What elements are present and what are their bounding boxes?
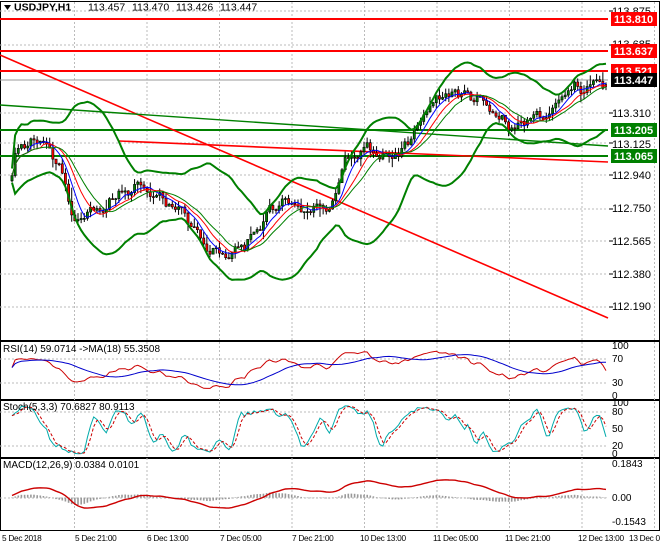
svg-text:113.310: 113.310 <box>612 108 651 120</box>
svg-text:113.637: 113.637 <box>614 46 653 58</box>
svg-text:0.00: 0.00 <box>612 493 632 504</box>
svg-text:112.750: 112.750 <box>612 203 651 215</box>
svg-text:112.190: 112.190 <box>612 301 651 313</box>
svg-text:112.940: 112.940 <box>612 170 651 182</box>
svg-text:5 Dec 2018: 5 Dec 2018 <box>2 533 42 543</box>
svg-text:5 Dec 21:00: 5 Dec 21:00 <box>75 533 117 543</box>
svg-text:10 Dec 13:00: 10 Dec 13:00 <box>360 533 406 543</box>
svg-text:113.470: 113.470 <box>132 2 169 14</box>
svg-text:113.426: 113.426 <box>176 2 213 14</box>
svg-text:-0.1543: -0.1543 <box>612 517 646 528</box>
svg-text:USDJPY,H1: USDJPY,H1 <box>14 2 71 14</box>
svg-text:113.447: 113.447 <box>614 75 653 87</box>
svg-text:112.380: 112.380 <box>612 269 651 281</box>
svg-text:113.457: 113.457 <box>88 2 125 14</box>
svg-text:11 Dec 21:00: 11 Dec 21:00 <box>505 533 551 543</box>
svg-text:12 Dec 13:00: 12 Dec 13:00 <box>578 533 624 543</box>
svg-text:RSI(14) 59.0714 ->MA(18) 55.3: RSI(14) 59.0714 ->MA(18) 55.3508 <box>3 344 160 355</box>
svg-text:70: 70 <box>612 354 624 365</box>
svg-text:112.565: 112.565 <box>612 236 651 248</box>
svg-text:0.1843: 0.1843 <box>612 459 643 470</box>
svg-text:6 Dec 13:00: 6 Dec 13:00 <box>147 533 189 543</box>
svg-text:50: 50 <box>612 424 624 435</box>
svg-text:MACD(12,26,9) 0.0384 0.0101: MACD(12,26,9) 0.0384 0.0101 <box>3 460 140 471</box>
svg-text:7 Dec 21:00: 7 Dec 21:00 <box>292 533 334 543</box>
svg-text:100: 100 <box>612 341 629 352</box>
svg-text:7 Dec 05:00: 7 Dec 05:00 <box>220 533 262 543</box>
svg-text:113.205: 113.205 <box>614 125 653 137</box>
svg-text:11 Dec 05:00: 11 Dec 05:00 <box>433 533 479 543</box>
svg-text:30: 30 <box>612 378 624 389</box>
svg-text:80: 80 <box>612 407 624 418</box>
svg-text:113.810: 113.810 <box>614 14 653 26</box>
svg-text:Stoch(5,3,3) 70.6827 80.9113: Stoch(5,3,3) 70.6827 80.9113 <box>3 402 135 413</box>
svg-text:113.447: 113.447 <box>220 2 257 14</box>
svg-text:13 Dec 05:00: 13 Dec 05:00 <box>629 533 660 543</box>
svg-text:113.065: 113.065 <box>614 151 653 163</box>
